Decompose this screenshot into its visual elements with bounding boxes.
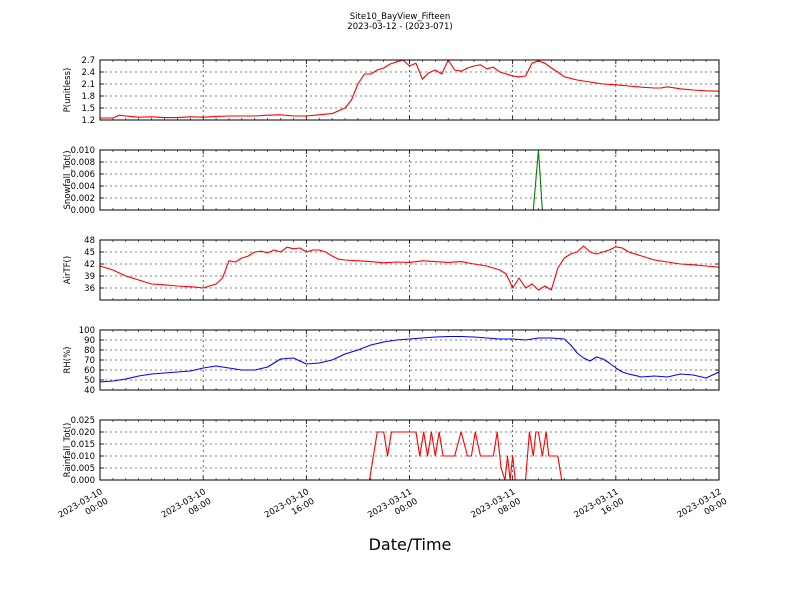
y-tick-label: 0.000 [71, 206, 95, 216]
y-tick-label: 0.020 [71, 428, 95, 438]
plot-frame [99, 149, 720, 211]
y-axis-label: P(unitless) [63, 68, 73, 113]
y-axis-label: AirTF() [63, 256, 73, 284]
panel-3: 36 39 42 45 48 AirTF() [63, 236, 720, 301]
y-tick-label: 80 [84, 346, 95, 356]
y-tick-label: 100 [79, 326, 95, 336]
y-tick-label: 1.8 [81, 92, 95, 102]
plot-frame [99, 239, 720, 301]
plot-frame [99, 59, 720, 121]
y-tick-label: 0.006 [71, 170, 95, 180]
y-tick-label: 0.005 [71, 464, 95, 474]
y-tick-label: 42 [84, 260, 95, 270]
y-tick-label: 1.5 [81, 104, 95, 114]
y-axis-label: Snowfall_Tot() [63, 150, 73, 209]
chart-title-line1: Site10_BayView_Fifteen [350, 12, 451, 22]
y-tick-label: 45 [84, 248, 95, 258]
panel-1: 1.2 1.5 1.8 2.1 2.4 2.7 P(unitless) [63, 56, 720, 126]
series-line-5 [100, 431, 719, 481]
series-line-3 [99, 245, 720, 291]
y-tick-label: 0.025 [71, 416, 95, 426]
y-axis-label: RH(%) [63, 346, 73, 373]
y-axis-label: Rainfall_Tot() [63, 423, 73, 478]
y-tick-label: 0.015 [71, 440, 95, 450]
y-tick-label: 2.4 [81, 68, 95, 78]
panel-2: 0.000 0.002 0.004 0.006 0.008 0.010Snowfall_T… [63, 146, 720, 216]
y-tick-label: 2.1 [81, 80, 95, 90]
y-tick-label: 0.010 [71, 452, 95, 462]
y-tick-label: 0.008 [71, 158, 95, 168]
y-tick-label: 40 [84, 386, 95, 396]
y-tick-label: 50 [84, 376, 95, 386]
x-axis-label: Date/Time [369, 535, 452, 554]
series-line-4 [99, 335, 720, 383]
y-tick-label: 0.002 [71, 194, 95, 204]
y-tick-label: 0.004 [71, 182, 95, 192]
y-tick-label: 90 [84, 336, 95, 346]
panels: 1.21.51.82.12.42.7P(unitless)0.0000.0020… [57, 56, 729, 520]
panel-5: 0.000 0.005 0.010 0.015 0.020 0.025Rainfall_T… [63, 416, 720, 486]
chart-title-line2: 2023-03-12 - (2023-071) [347, 22, 452, 32]
y-tick-label: 48 [84, 236, 95, 246]
y-tick-label: 0.000 [71, 476, 95, 486]
y-tick-label: 1.2 [81, 116, 95, 126]
plot-frame [99, 419, 720, 481]
series-line-1 [100, 59, 720, 119]
y-tick-label: 0.010 [71, 146, 95, 156]
y-tick-label: 2.7 [81, 56, 95, 66]
y-tick-label: 60 [84, 366, 95, 376]
y-tick-label: 70 [84, 356, 95, 366]
plot-frame [99, 329, 720, 391]
y-tick-label: 36 [84, 284, 95, 294]
y-tick-label: 39 [84, 272, 95, 282]
